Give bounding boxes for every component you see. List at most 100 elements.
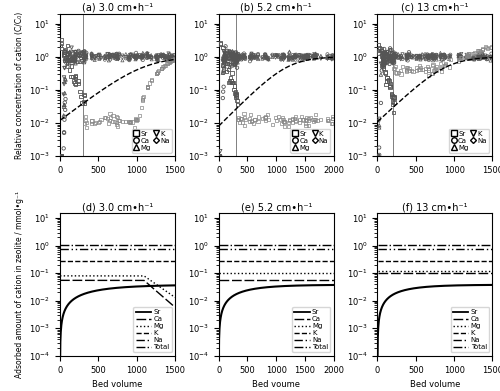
Point bbox=[154, 57, 162, 63]
Point bbox=[455, 55, 463, 61]
Point bbox=[60, 51, 68, 57]
Point bbox=[455, 52, 463, 58]
Point bbox=[262, 52, 270, 58]
Point bbox=[101, 54, 109, 60]
Point bbox=[328, 54, 336, 61]
Point bbox=[61, 75, 69, 82]
Point bbox=[114, 54, 122, 60]
Point bbox=[235, 115, 243, 121]
Point bbox=[115, 50, 123, 57]
Point bbox=[422, 56, 430, 63]
Point bbox=[413, 53, 421, 59]
Point bbox=[254, 119, 262, 125]
Point bbox=[468, 56, 476, 62]
Point bbox=[144, 52, 152, 59]
Point bbox=[396, 52, 404, 59]
Point bbox=[396, 67, 404, 74]
Point bbox=[143, 84, 151, 91]
Point bbox=[56, 43, 64, 49]
Point bbox=[280, 52, 288, 58]
Point bbox=[250, 52, 258, 58]
Point bbox=[220, 59, 228, 66]
Point bbox=[74, 49, 82, 56]
Point bbox=[238, 52, 246, 59]
Point bbox=[143, 85, 151, 91]
Point bbox=[383, 78, 391, 84]
Point bbox=[152, 54, 160, 61]
Point bbox=[60, 49, 68, 55]
Point bbox=[132, 54, 140, 60]
Point bbox=[383, 49, 391, 55]
Point bbox=[168, 53, 176, 59]
Point bbox=[125, 54, 133, 60]
Point bbox=[163, 56, 171, 62]
Point bbox=[470, 56, 478, 63]
Point bbox=[440, 62, 448, 68]
Point bbox=[228, 54, 236, 61]
Point bbox=[60, 52, 68, 58]
Point bbox=[230, 53, 238, 59]
Point bbox=[240, 54, 248, 60]
Point bbox=[380, 56, 388, 62]
Point bbox=[377, 61, 385, 67]
Point bbox=[60, 81, 68, 87]
Point bbox=[231, 61, 239, 68]
Point bbox=[220, 66, 228, 72]
Point bbox=[222, 54, 230, 61]
Point bbox=[476, 53, 484, 59]
Point bbox=[468, 56, 476, 62]
Point bbox=[286, 48, 294, 55]
Point bbox=[236, 119, 244, 126]
Point bbox=[154, 54, 162, 60]
Point bbox=[237, 53, 245, 59]
Point bbox=[378, 64, 386, 70]
Point bbox=[60, 129, 68, 135]
Point bbox=[289, 54, 297, 61]
Point bbox=[296, 52, 304, 58]
Point bbox=[148, 76, 156, 83]
Point bbox=[152, 56, 160, 62]
Point bbox=[74, 52, 82, 59]
Point bbox=[317, 116, 325, 122]
Point bbox=[268, 121, 276, 127]
Point bbox=[234, 59, 241, 65]
Point bbox=[64, 64, 72, 70]
Point bbox=[240, 55, 248, 61]
Point bbox=[72, 57, 80, 63]
Point bbox=[403, 53, 411, 59]
Point bbox=[462, 54, 470, 61]
Point bbox=[232, 92, 240, 98]
Point bbox=[231, 61, 239, 68]
Point bbox=[310, 56, 318, 62]
Point bbox=[416, 54, 424, 60]
Point bbox=[241, 52, 249, 58]
Point bbox=[72, 52, 80, 58]
Point bbox=[432, 54, 440, 60]
Point bbox=[122, 54, 130, 60]
Point bbox=[147, 52, 155, 58]
Point bbox=[405, 49, 413, 55]
Point bbox=[154, 69, 162, 75]
Point bbox=[464, 56, 471, 62]
Point bbox=[390, 52, 398, 59]
Point bbox=[258, 116, 266, 122]
Point bbox=[97, 117, 105, 123]
Point bbox=[462, 55, 470, 61]
Point bbox=[152, 54, 160, 61]
Point bbox=[285, 56, 293, 63]
Point bbox=[310, 51, 318, 57]
Point bbox=[285, 123, 293, 129]
Point bbox=[108, 53, 116, 59]
Point bbox=[300, 54, 308, 60]
Point bbox=[125, 54, 133, 60]
Point bbox=[416, 54, 424, 61]
Point bbox=[60, 102, 68, 108]
Point bbox=[304, 117, 312, 124]
Point bbox=[254, 56, 262, 62]
Point bbox=[240, 54, 248, 61]
Point bbox=[398, 56, 406, 62]
Point bbox=[474, 56, 482, 62]
Point bbox=[428, 62, 436, 68]
Point bbox=[403, 65, 411, 71]
Point bbox=[220, 57, 228, 63]
